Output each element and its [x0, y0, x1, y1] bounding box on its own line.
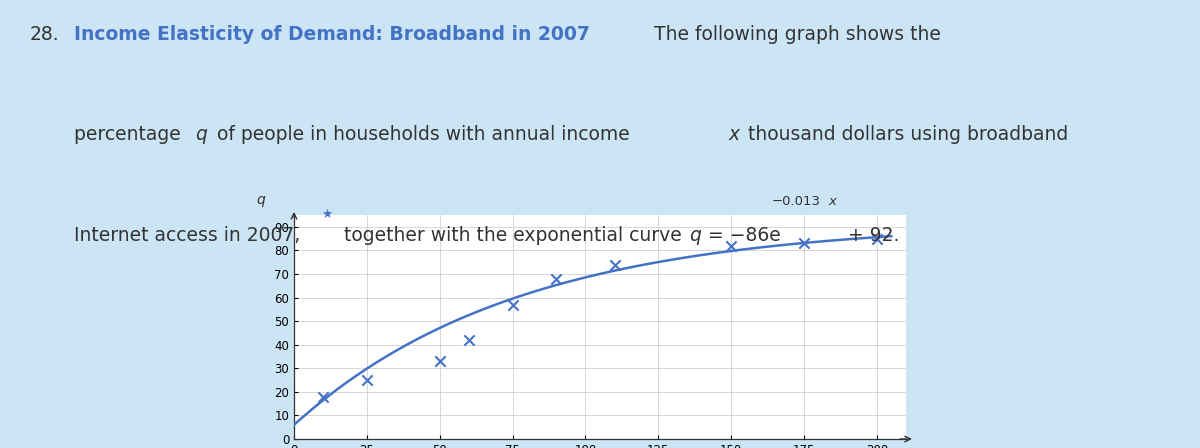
Text: q: q [256, 193, 265, 207]
Text: Internet access in 2007,: Internet access in 2007, [74, 226, 301, 245]
Text: + 92.: + 92. [842, 226, 900, 245]
Text: The following graph shows the: The following graph shows the [642, 25, 941, 43]
Point [430, 358, 449, 365]
Text: ★: ★ [322, 208, 332, 221]
Text: of people in households with annual income: of people in households with annual inco… [211, 125, 636, 144]
Point [460, 336, 479, 344]
Text: percentage: percentage [74, 125, 187, 144]
Point [313, 393, 332, 400]
Text: together with the exponential curve: together with the exponential curve [338, 226, 688, 245]
Point [868, 235, 887, 242]
Text: −0.013: −0.013 [772, 195, 821, 208]
Point [503, 301, 522, 308]
Text: thousand dollars using broadband: thousand dollars using broadband [742, 125, 1068, 144]
Text: x: x [728, 125, 739, 144]
Point [721, 242, 740, 249]
Point [358, 376, 377, 383]
Text: Income Elasticity of Demand: Broadband in 2007: Income Elasticity of Demand: Broadband i… [74, 25, 590, 43]
Point [605, 261, 624, 268]
Point [547, 275, 566, 282]
Point [794, 240, 814, 247]
Text: = −86e: = −86e [702, 226, 781, 245]
Text: q: q [196, 125, 208, 144]
Text: x: x [828, 195, 836, 208]
Text: 28.: 28. [30, 25, 60, 43]
Text: q: q [689, 226, 701, 245]
